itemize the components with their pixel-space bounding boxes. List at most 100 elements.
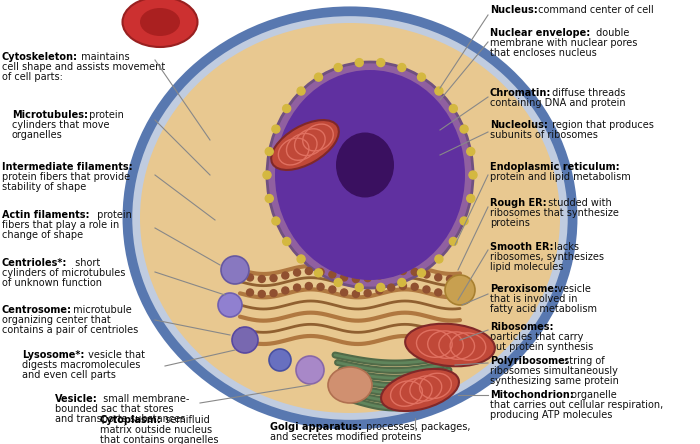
Text: studded with: studded with <box>545 198 612 208</box>
Circle shape <box>341 274 348 281</box>
Circle shape <box>449 238 457 246</box>
Ellipse shape <box>381 369 459 411</box>
Text: Polyribosome:: Polyribosome: <box>490 356 568 366</box>
Circle shape <box>352 290 359 297</box>
Ellipse shape <box>122 0 197 47</box>
Circle shape <box>272 125 280 133</box>
Circle shape <box>317 283 324 290</box>
Circle shape <box>355 283 363 291</box>
Circle shape <box>377 59 385 67</box>
Ellipse shape <box>328 367 372 403</box>
Circle shape <box>283 105 290 113</box>
Text: Mitochondrion:: Mitochondrion: <box>490 390 574 400</box>
Ellipse shape <box>127 11 573 425</box>
Circle shape <box>297 87 305 95</box>
Text: protein: protein <box>86 110 124 120</box>
Circle shape <box>400 282 407 289</box>
Text: containing DNA and protein: containing DNA and protein <box>490 98 626 108</box>
Circle shape <box>417 269 426 277</box>
Text: cylinders of microtubules: cylinders of microtubules <box>2 268 125 278</box>
Ellipse shape <box>269 349 291 371</box>
Text: ribosomes, synthesizes: ribosomes, synthesizes <box>490 252 604 262</box>
Text: fatty acid metabolism: fatty acid metabolism <box>490 304 597 314</box>
Text: semifluid: semifluid <box>162 415 210 425</box>
Circle shape <box>265 194 273 202</box>
Text: Lysosome*:: Lysosome*: <box>22 350 85 360</box>
Text: maintains: maintains <box>78 52 130 62</box>
Text: lipid molecules: lipid molecules <box>490 262 564 272</box>
Text: Endoplasmic reticulum:: Endoplasmic reticulum: <box>490 162 620 172</box>
Text: region that produces: region that produces <box>549 120 654 130</box>
Text: that carries out cellular respiration,: that carries out cellular respiration, <box>490 400 664 410</box>
Ellipse shape <box>267 62 473 288</box>
Text: particles that carry: particles that carry <box>490 332 583 342</box>
Text: cylinders that move: cylinders that move <box>12 120 109 130</box>
Circle shape <box>272 217 280 225</box>
Text: microtubule: microtubule <box>70 305 132 315</box>
Text: synthesizing same protein: synthesizing same protein <box>490 377 619 386</box>
Text: Nucleus:: Nucleus: <box>490 5 538 15</box>
Text: producing ATP molecules: producing ATP molecules <box>490 410 612 420</box>
Circle shape <box>329 286 336 293</box>
Ellipse shape <box>299 199 321 221</box>
Circle shape <box>317 268 324 275</box>
Text: of unknown function: of unknown function <box>2 278 102 288</box>
Text: organelles: organelles <box>12 130 63 140</box>
Circle shape <box>352 275 359 282</box>
Ellipse shape <box>296 356 324 384</box>
Text: subunits of ribosomes: subunits of ribosomes <box>490 130 598 140</box>
Text: ribosomes simultaneously: ribosomes simultaneously <box>490 366 618 376</box>
Ellipse shape <box>390 150 410 170</box>
Circle shape <box>449 105 457 113</box>
Text: Vesicle:: Vesicle: <box>55 394 98 404</box>
Circle shape <box>364 289 371 297</box>
Text: proteins: proteins <box>490 218 530 228</box>
Ellipse shape <box>221 256 249 284</box>
Ellipse shape <box>336 132 394 198</box>
Circle shape <box>417 73 426 81</box>
Text: Ribosomes:: Ribosomes: <box>490 322 554 332</box>
Circle shape <box>355 59 363 67</box>
Ellipse shape <box>140 23 560 413</box>
Text: processes, packages,: processes, packages, <box>363 422 470 432</box>
Circle shape <box>305 268 312 274</box>
Circle shape <box>376 272 383 279</box>
Text: stability of shape: stability of shape <box>2 182 86 192</box>
Circle shape <box>282 287 289 294</box>
Text: Actin filaments:: Actin filaments: <box>2 210 90 220</box>
Circle shape <box>270 275 277 281</box>
Circle shape <box>411 283 418 290</box>
Circle shape <box>305 282 312 289</box>
Ellipse shape <box>285 180 305 200</box>
Ellipse shape <box>445 275 475 305</box>
Text: Rough ER:: Rough ER: <box>490 198 547 208</box>
Text: Cytoplasm:: Cytoplasm: <box>100 415 162 425</box>
Text: digests macromolecules: digests macromolecules <box>22 360 141 370</box>
Text: matrix outside nucleus: matrix outside nucleus <box>100 425 212 435</box>
Circle shape <box>398 278 406 286</box>
Circle shape <box>364 275 371 281</box>
Text: cell shape and assists movement: cell shape and assists movement <box>2 62 165 72</box>
Text: that encloses nucleus: that encloses nucleus <box>490 48 596 58</box>
Text: organelle: organelle <box>568 390 617 400</box>
Text: Nuclear envelope:: Nuclear envelope: <box>490 28 590 38</box>
Circle shape <box>388 284 395 291</box>
Text: ribosomes that synthesize: ribosomes that synthesize <box>490 208 619 218</box>
Text: bounded sac that stores: bounded sac that stores <box>55 404 174 414</box>
Text: diffuse threads: diffuse threads <box>549 88 625 98</box>
Text: protein: protein <box>94 210 132 220</box>
Text: Golgi apparatus:: Golgi apparatus: <box>270 422 362 432</box>
Circle shape <box>341 289 348 296</box>
Ellipse shape <box>271 120 339 170</box>
Text: string of: string of <box>561 356 605 366</box>
Circle shape <box>314 73 323 81</box>
Circle shape <box>258 275 265 282</box>
Ellipse shape <box>218 293 242 317</box>
Circle shape <box>411 268 418 275</box>
Text: protein fibers that provide: protein fibers that provide <box>2 172 130 182</box>
Circle shape <box>467 194 475 202</box>
Ellipse shape <box>405 324 495 366</box>
Text: and secretes modified proteins: and secretes modified proteins <box>270 432 421 442</box>
Text: fibers that play a role in: fibers that play a role in <box>2 220 119 230</box>
Text: of cell parts:: of cell parts: <box>2 72 63 82</box>
